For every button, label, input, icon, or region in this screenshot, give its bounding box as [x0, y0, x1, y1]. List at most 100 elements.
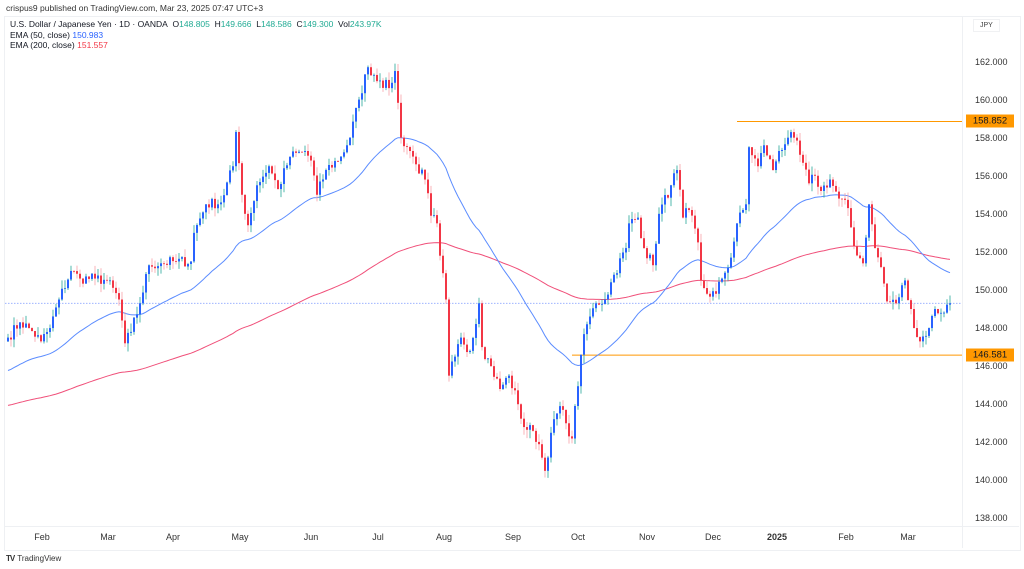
candle-body [349, 137, 351, 146]
candle-body [949, 303, 951, 305]
candle [904, 277, 906, 289]
candle [130, 323, 132, 336]
candle-body [118, 293, 120, 300]
candle [496, 372, 498, 380]
candle-body [652, 254, 654, 266]
candle-body [391, 82, 393, 89]
candle-body [289, 156, 291, 166]
candle [892, 291, 894, 310]
candle [124, 312, 126, 348]
candle [925, 330, 927, 345]
candle-body [589, 316, 591, 325]
candle [55, 303, 57, 317]
candle [295, 148, 297, 157]
candle [421, 167, 423, 176]
candle-body [703, 280, 705, 289]
candle [775, 159, 777, 174]
candle [811, 166, 813, 192]
time-tick-label: Feb [838, 532, 854, 542]
candle-body [52, 316, 54, 329]
candle [529, 422, 531, 439]
candle-body [76, 271, 78, 274]
candle [73, 270, 75, 274]
candle-body [283, 168, 285, 185]
candle [337, 159, 339, 162]
candle-body [754, 155, 756, 159]
candle-body [469, 350, 471, 353]
candle [802, 151, 804, 166]
candle-body [151, 265, 153, 267]
candle-body [775, 161, 777, 171]
high-label: H [214, 19, 221, 29]
candle-body [616, 273, 618, 275]
candle-body [922, 336, 924, 342]
candle-body [292, 151, 294, 157]
candle-body [634, 218, 636, 220]
ema200-row[interactable]: EMA (200, close) 151.557 [10, 40, 382, 51]
candle [331, 161, 333, 173]
candle [64, 280, 66, 294]
candle-body [838, 191, 840, 199]
candle-body [355, 107, 357, 122]
candle [316, 167, 318, 202]
candle-body [793, 132, 795, 138]
candle [238, 126, 240, 171]
candle [76, 265, 78, 279]
candle-body [250, 212, 252, 226]
candle [301, 151, 303, 153]
candle [583, 328, 585, 364]
ema50-line [7, 137, 951, 371]
candle-body [430, 193, 432, 216]
candle [394, 63, 396, 90]
candle [805, 154, 807, 176]
candle [784, 137, 786, 156]
candle-body [883, 267, 885, 284]
candle [571, 430, 573, 444]
candle-body [214, 198, 216, 209]
candle [304, 145, 306, 156]
candle-body [346, 145, 348, 153]
candle [601, 299, 603, 312]
candle [448, 297, 450, 382]
candle-body [64, 288, 66, 289]
ema50-row[interactable]: EMA (50, close) 150.983 [10, 30, 382, 41]
candle [721, 277, 723, 284]
candle-body [208, 204, 210, 208]
candle-body [394, 71, 396, 83]
candle [538, 434, 540, 451]
candle-body [46, 332, 48, 335]
candle [808, 161, 810, 186]
candle-body [472, 337, 474, 351]
candle-body [559, 406, 561, 414]
time-axis-divider [5, 526, 1019, 527]
currency-label[interactable]: JPY [973, 19, 1000, 32]
symbol-name[interactable]: U.S. Dollar / Japanese Yen · 1D · OANDA [10, 19, 168, 29]
candle-body [112, 280, 114, 288]
candle [757, 152, 759, 173]
candle-body [856, 246, 858, 256]
candle [412, 145, 414, 164]
candle-body [163, 263, 165, 265]
time-tick-label: Sep [504, 532, 522, 542]
tradingview-brand[interactable]: TV TradingView [6, 554, 61, 563]
candle-body [673, 173, 675, 186]
candle-body [799, 140, 801, 155]
candle-body [628, 223, 630, 249]
candle [445, 269, 447, 304]
candle-body [442, 255, 444, 274]
candle-body [568, 423, 570, 437]
candle [406, 143, 408, 155]
candle-body [706, 288, 708, 294]
candle-body [505, 377, 507, 385]
candle [865, 234, 867, 267]
candle [670, 184, 672, 207]
candle-body [613, 274, 615, 283]
candle-body [190, 261, 192, 265]
candle-body [622, 252, 624, 259]
candle [469, 349, 471, 354]
candle [622, 247, 624, 263]
candle [637, 212, 639, 221]
candle-body [667, 195, 669, 198]
candle [256, 180, 258, 209]
